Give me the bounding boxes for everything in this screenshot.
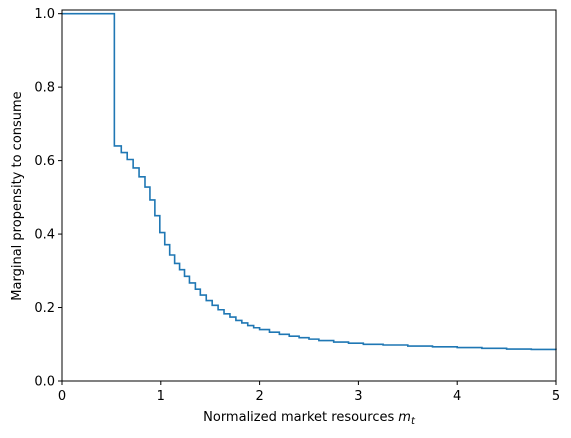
x-axis-ticks: 0 1 2 3 4 5	[58, 381, 560, 404]
x-tick-label: 0	[58, 389, 66, 404]
x-tick-label: 2	[255, 389, 263, 404]
x-axis-label-text: Normalized market resources	[203, 410, 394, 425]
y-axis-ticks: 0.0 0.2 0.4 0.6 0.8 1.0	[34, 7, 62, 390]
x-tick-label: 1	[157, 389, 165, 404]
x-tick-label: 3	[354, 389, 362, 404]
x-axis-label-subscript: t	[411, 416, 416, 427]
x-axis-label: Normalized market resources mt	[203, 410, 416, 427]
y-tick-label: 0.2	[34, 301, 55, 316]
x-tick-label: 4	[453, 389, 461, 404]
plot-area	[62, 12, 557, 351]
plot-frame	[61, 9, 557, 382]
series-line	[62, 12, 557, 351]
x-tick-label: 5	[552, 389, 560, 404]
y-tick-label: 0.8	[34, 81, 55, 96]
x-axis-label-symbol: m	[398, 410, 411, 425]
y-axis-label: Marginal propensity to consume	[10, 91, 25, 300]
y-tick-label: 0.4	[34, 228, 55, 243]
y-tick-label: 0.6	[34, 154, 55, 169]
y-tick-label: 0.0	[34, 375, 55, 390]
y-tick-label: 1.0	[34, 7, 55, 22]
